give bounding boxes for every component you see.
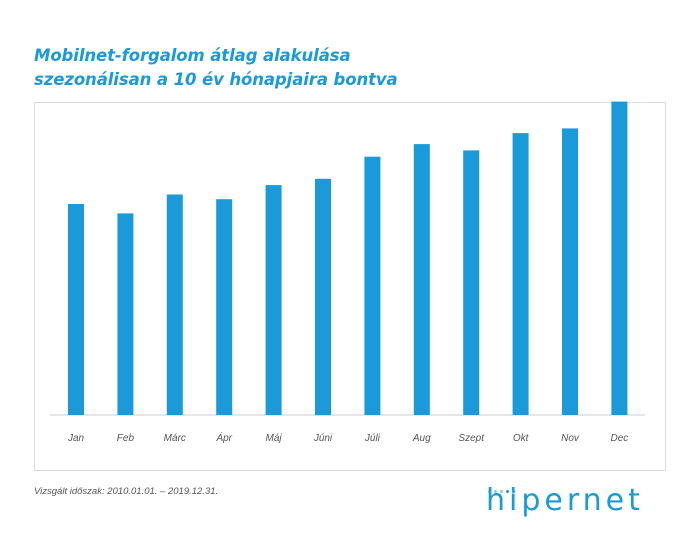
chart-title-line-1: Mobilnet-forgalom átlag alakulása — [34, 46, 351, 65]
x-tick-label: Szept — [458, 433, 485, 444]
bar-5 — [315, 178, 331, 416]
x-tick-label: Máj — [266, 433, 283, 444]
x-tick-label: Feb — [117, 433, 135, 444]
chart-title: Mobilnet-forgalom átlag alakulása szezon… — [34, 44, 398, 92]
bar-2 — [166, 194, 183, 415]
x-tick-label: Jan — [67, 433, 85, 444]
x-tick-label: Aug — [412, 433, 431, 444]
bar-7 — [413, 144, 430, 415]
bar-4 — [265, 185, 282, 415]
bar-9 — [512, 133, 529, 415]
bar-3 — [216, 199, 233, 415]
x-tick-label: Nov — [561, 433, 580, 444]
x-tick-label: Júli — [364, 433, 381, 444]
logo-wordmark: hipernet — [486, 483, 644, 518]
period-footnote: Vizsgált időszak: 2010.01.01. – 2019.12.… — [34, 486, 219, 497]
bar-8 — [463, 150, 480, 415]
bar-11 — [611, 101, 628, 415]
bar-1 — [117, 213, 134, 415]
bar-10 — [562, 128, 578, 415]
x-tick-label: Okt — [513, 433, 530, 444]
chart-title-line-2: szezonálisan a 10 év hónapjaira bontva — [34, 70, 398, 89]
bar-0 — [68, 204, 84, 415]
x-tick-label: Márc — [164, 433, 186, 444]
x-tick-label: Dec — [611, 433, 629, 444]
x-tick-label: Júni — [313, 433, 333, 444]
bar-6 — [364, 156, 381, 415]
logo-dots-icon — [488, 480, 518, 498]
chart-frame — [34, 102, 666, 471]
hipernet-logo: hipernet — [486, 478, 666, 522]
x-tick-label: Ápr — [215, 431, 232, 444]
